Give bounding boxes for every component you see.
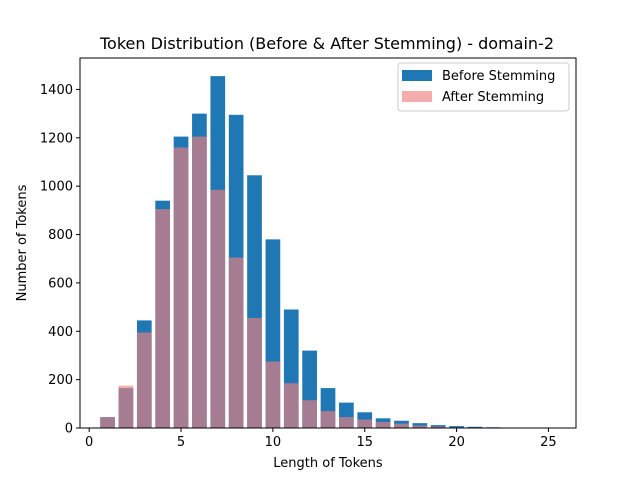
bar-after-stemming-19 xyxy=(430,426,446,428)
bar-after-stemming-4 xyxy=(155,209,171,428)
y-tick-label: 1000 xyxy=(40,180,73,195)
bar-before-stemming-21 xyxy=(467,426,483,428)
bar-after-stemming-9 xyxy=(247,317,262,428)
y-tick-label: 600 xyxy=(48,276,73,291)
x-tick-label: 20 xyxy=(448,435,465,450)
bar-after-stemming-1 xyxy=(100,417,115,428)
bar-after-stemming-10 xyxy=(265,361,281,428)
x-tick-label: 10 xyxy=(265,435,282,450)
bar-after-stemming-14 xyxy=(339,417,354,428)
bar-after-stemming-16 xyxy=(375,421,391,428)
x-axis: 0 5 10 15 20 25 xyxy=(85,428,557,450)
legend-swatch-before-stemming xyxy=(402,70,432,81)
legend-label-after-stemming: After Stemming xyxy=(442,90,544,105)
bar-after-stemming-3 xyxy=(136,332,152,428)
legend-label-before-stemming: Before Stemming xyxy=(442,69,555,84)
legend-swatch-after-stemming xyxy=(402,91,432,102)
x-tick-label: 0 xyxy=(85,435,93,450)
plot-frame xyxy=(79,57,577,429)
bar-after-stemming-2 xyxy=(118,385,134,428)
y-axis-label: Number of Tokens xyxy=(15,184,30,301)
bar-after-stemming-17 xyxy=(394,423,409,428)
y-axis: 0 200 400 600 800 1000 1200 1400 xyxy=(40,83,80,437)
legend: Before Stemming After Stemming xyxy=(397,62,570,112)
legend-box xyxy=(397,62,570,112)
y-tick-label: 1200 xyxy=(40,131,73,146)
x-tick-label: 5 xyxy=(177,435,185,450)
bar-after-stemming-15 xyxy=(357,419,373,428)
y-tick-label: 400 xyxy=(48,325,73,340)
x-tick-label: 15 xyxy=(356,435,373,450)
y-tick-label: 1400 xyxy=(40,83,73,98)
chart-title: Token Distribution (Before & After Stemm… xyxy=(99,34,554,53)
y-tick-label: 0 xyxy=(65,422,73,437)
bar-after-stemming-7 xyxy=(210,189,226,428)
bar-after-stemming-6 xyxy=(192,136,207,428)
bar-after-stemming-5 xyxy=(173,147,189,429)
bar-after-stemming-18 xyxy=(412,425,428,428)
series-after-stemming xyxy=(100,136,520,429)
bar-after-stemming-8 xyxy=(228,257,244,428)
bar-before-stemming-20 xyxy=(449,426,464,428)
x-tick-label: 25 xyxy=(540,435,557,450)
bar-after-stemming-12 xyxy=(302,400,317,428)
bar-after-stemming-13 xyxy=(320,411,336,428)
bar-after-stemming-11 xyxy=(283,383,299,428)
x-axis-label: Length of Tokens xyxy=(273,456,383,471)
y-tick-label: 800 xyxy=(48,228,73,243)
y-tick-label: 200 xyxy=(48,373,73,388)
